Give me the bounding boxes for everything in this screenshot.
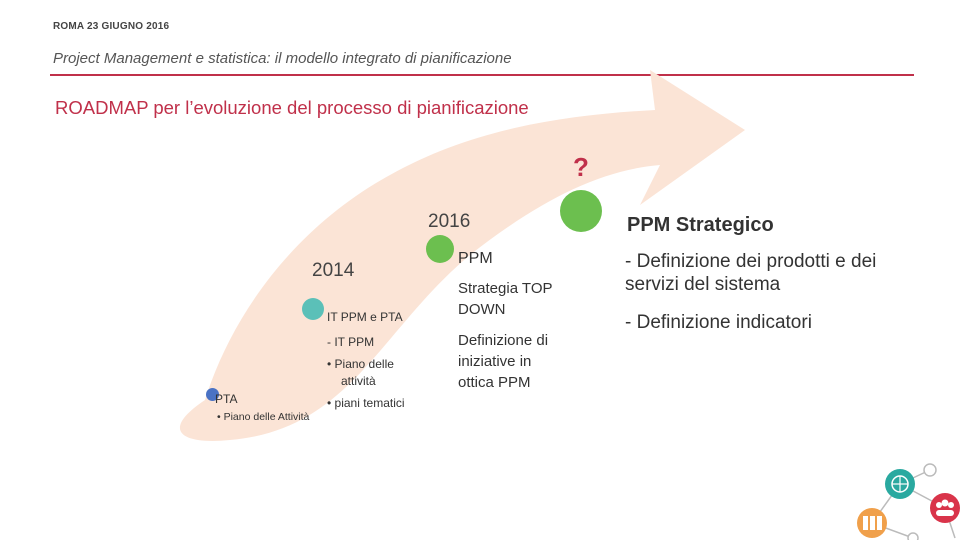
milestone-2016-line2: DOWN — [458, 301, 506, 318]
presentation-subtitle: Project Management e statistica: il mode… — [53, 50, 512, 67]
milestone-2014-line1: - IT PPM — [327, 335, 375, 349]
arrow-shape — [179, 70, 745, 441]
milestone-2014-line4: • piani tematici — [327, 396, 405, 410]
milestone-2016-line5: ottica PPM — [458, 374, 531, 391]
milestone-2014-line2: • Piano delle — [327, 357, 394, 371]
ppm-strategico-item-1: - Definizione dei prodotti e dei servizi… — [625, 251, 877, 295]
milestone-pta-label: PTA — [215, 392, 238, 406]
milestone-2016-line4: iniziative in — [458, 353, 532, 370]
ppm-strategico-item-2: - Definizione indicatori — [625, 312, 812, 333]
milestone-future-dot — [560, 190, 602, 232]
milestone-2016-line3: Definizione di — [458, 332, 549, 349]
milestone-2014-line3: attività — [341, 374, 376, 388]
binders-icon — [857, 508, 887, 538]
future-question-mark: ? — [573, 152, 589, 182]
milestone-2016-line1: Strategia TOP — [458, 280, 553, 297]
header-date: ROMA 23 GIUGNO 2016 — [53, 21, 170, 32]
milestone-2014-heading: IT PPM e PTA — [327, 310, 403, 324]
milestone-pta-dot — [206, 388, 219, 401]
ppm-strategico-heading: PPM Strategico — [627, 214, 774, 236]
people-icon — [930, 493, 960, 523]
header-divider — [50, 74, 914, 76]
milestone-2014-dot — [302, 298, 324, 320]
globe-icon — [885, 469, 915, 499]
slide-title: ROADMAP per l’evoluzione del processo di… — [55, 97, 529, 118]
network-decoration — [857, 463, 960, 540]
milestone-2016-dot — [426, 235, 454, 263]
milestone-2016-heading: PPM — [458, 250, 493, 267]
year-2016: 2016 — [428, 211, 471, 232]
year-2014: 2014 — [312, 260, 355, 281]
milestone-pta-bullet: • Piano delle Attività — [217, 411, 310, 423]
